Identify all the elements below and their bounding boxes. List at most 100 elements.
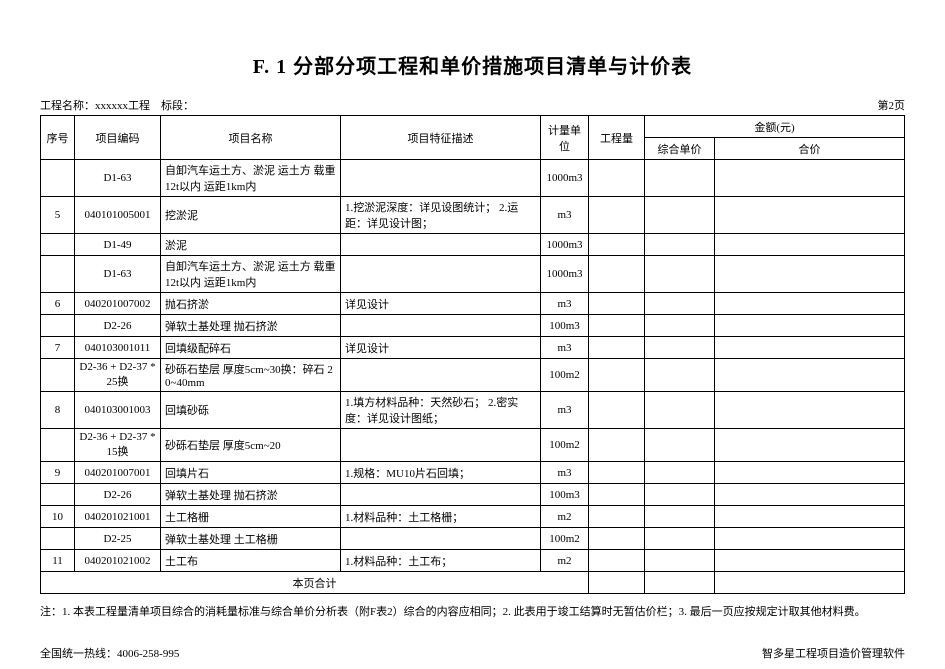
table-row: D1-63自卸汽车运土方、淤泥 运土方 载重12t以内 运距1km内 1000m3 bbox=[41, 256, 905, 293]
cell-unit: 100m3 bbox=[541, 484, 589, 506]
cell-name: 淤泥 bbox=[161, 234, 341, 256]
cell-code: 040103001003 bbox=[75, 392, 161, 429]
cell-code: 040201021002 bbox=[75, 550, 161, 572]
cell-code: 040201021001 bbox=[75, 506, 161, 528]
cell-name: 挖淤泥 bbox=[161, 197, 341, 234]
subtotal-amt bbox=[715, 572, 905, 594]
cell-qty bbox=[589, 256, 645, 293]
cell-amt bbox=[715, 293, 905, 315]
cell-desc bbox=[341, 484, 541, 506]
project-label: 工程名称： bbox=[40, 100, 95, 112]
cell-name: 回填片石 bbox=[161, 462, 341, 484]
cell-desc: 详见设计 bbox=[341, 337, 541, 359]
cell-up bbox=[645, 462, 715, 484]
table-row: D2-26弹软土基处理 抛石挤淤 100m3 bbox=[41, 315, 905, 337]
cell-up bbox=[645, 337, 715, 359]
cell-unit: m3 bbox=[541, 337, 589, 359]
cell-amt bbox=[715, 429, 905, 462]
cell-name: 回填砂砾 bbox=[161, 392, 341, 429]
cell-code: D2-36 + D2-37 *15换 bbox=[75, 429, 161, 462]
cell-name: 自卸汽车运土方、淤泥 运土方 载重12t以内 运距1km内 bbox=[161, 256, 341, 293]
cell-name: 回填级配碎石 bbox=[161, 337, 341, 359]
cell-desc: 1.材料品种：土工布； bbox=[341, 550, 541, 572]
cell-unit: 1000m3 bbox=[541, 234, 589, 256]
cell-unit: 100m2 bbox=[541, 528, 589, 550]
cell-unit: 1000m3 bbox=[541, 256, 589, 293]
table-row: D1-63自卸汽车运土方、淤泥 运土方 载重12t以内 运距1km内1000m3 bbox=[41, 160, 905, 197]
page-number: 第2页 bbox=[878, 97, 906, 113]
cell-desc bbox=[341, 256, 541, 293]
cell-qty bbox=[589, 528, 645, 550]
footer-left: 全国统一热线：4006-258-995 bbox=[40, 645, 179, 661]
cell-code: D1-63 bbox=[75, 160, 161, 197]
col-qty: 工程量 bbox=[589, 116, 645, 160]
cell-seq bbox=[41, 234, 75, 256]
cell-seq: 8 bbox=[41, 392, 75, 429]
cell-amt bbox=[715, 550, 905, 572]
cell-qty bbox=[589, 160, 645, 197]
subtotal-qty bbox=[589, 572, 645, 594]
table-row: 11040201021002土工布1.材料品种：土工布；m2 bbox=[41, 550, 905, 572]
cell-name: 砂砾石垫层 厚度5cm~30换：碎石 20~40mm bbox=[161, 359, 341, 392]
subtotal-up bbox=[645, 572, 715, 594]
cell-name: 弹软土基处理 抛石挤淤 bbox=[161, 315, 341, 337]
cell-unit: m3 bbox=[541, 392, 589, 429]
cell-desc bbox=[341, 315, 541, 337]
page-title: F. 1 分部分项工程和单价措施项目清单与计价表 bbox=[40, 50, 905, 79]
cell-code: 040201007001 bbox=[75, 462, 161, 484]
col-unit: 计量单位 bbox=[541, 116, 589, 160]
cell-name: 弹软土基处理 抛石挤淤 bbox=[161, 484, 341, 506]
cell-qty bbox=[589, 550, 645, 572]
cell-amt bbox=[715, 506, 905, 528]
cell-amt bbox=[715, 392, 905, 429]
cell-name: 自卸汽车运土方、淤泥 运土方 载重12t以内 运距1km内 bbox=[161, 160, 341, 197]
cell-unit: 100m3 bbox=[541, 315, 589, 337]
cell-amt bbox=[715, 234, 905, 256]
cell-qty bbox=[589, 315, 645, 337]
cell-name: 土工布 bbox=[161, 550, 341, 572]
cell-amt bbox=[715, 337, 905, 359]
cell-unit: m3 bbox=[541, 462, 589, 484]
cell-qty bbox=[589, 359, 645, 392]
cell-desc: 1.材料品种：土工格栅； bbox=[341, 506, 541, 528]
col-amount-group: 金额(元) bbox=[645, 116, 905, 138]
cell-qty bbox=[589, 234, 645, 256]
cell-seq: 7 bbox=[41, 337, 75, 359]
cell-amt bbox=[715, 315, 905, 337]
boq-table: 序号 项目编码 项目名称 项目特征描述 计量单位 工程量 金额(元) 综合单价 … bbox=[40, 115, 905, 594]
cell-code: D1-63 bbox=[75, 256, 161, 293]
cell-name: 弹软土基处理 土工格栅 bbox=[161, 528, 341, 550]
cell-seq: 10 bbox=[41, 506, 75, 528]
cell-name: 砂砾石垫层 厚度5cm~20 bbox=[161, 429, 341, 462]
subtotal-label: 本页合计 bbox=[41, 572, 589, 594]
cell-qty bbox=[589, 462, 645, 484]
cell-code: 040103001011 bbox=[75, 337, 161, 359]
cell-seq bbox=[41, 160, 75, 197]
cell-unit: 100m2 bbox=[541, 359, 589, 392]
cell-qty bbox=[589, 429, 645, 462]
cell-code: 040101005001 bbox=[75, 197, 161, 234]
cell-seq: 5 bbox=[41, 197, 75, 234]
cell-desc: 1.挖淤泥深度：详见设图统计； 2.运距：详见设计图； bbox=[341, 197, 541, 234]
cell-seq: 6 bbox=[41, 293, 75, 315]
cell-seq bbox=[41, 256, 75, 293]
cell-up bbox=[645, 256, 715, 293]
cell-up bbox=[645, 315, 715, 337]
cell-qty bbox=[589, 392, 645, 429]
cell-up bbox=[645, 528, 715, 550]
cell-unit: m3 bbox=[541, 197, 589, 234]
cell-seq bbox=[41, 528, 75, 550]
table-row: D2-26弹软土基处理 抛石挤淤100m3 bbox=[41, 484, 905, 506]
table-row: 10040201021001土工格栅1.材料品种：土工格栅；m2 bbox=[41, 506, 905, 528]
cell-name: 土工格栅 bbox=[161, 506, 341, 528]
cell-code: D2-26 bbox=[75, 315, 161, 337]
cell-amt bbox=[715, 197, 905, 234]
cell-desc bbox=[341, 359, 541, 392]
col-desc: 项目特征描述 bbox=[341, 116, 541, 160]
cell-qty bbox=[589, 506, 645, 528]
cell-up bbox=[645, 506, 715, 528]
cell-up bbox=[645, 550, 715, 572]
cell-up bbox=[645, 359, 715, 392]
table-row: 9040201007001回填片石1.规格：MU10片石回填；m3 bbox=[41, 462, 905, 484]
cell-qty bbox=[589, 293, 645, 315]
